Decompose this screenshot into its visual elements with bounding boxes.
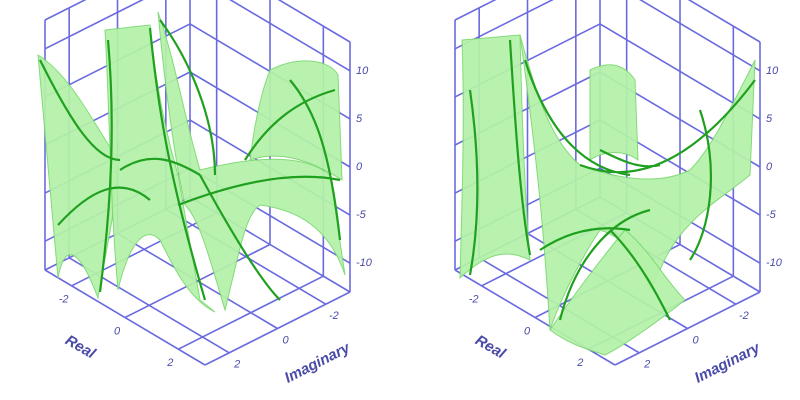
z-tick-label: 5: [356, 113, 363, 125]
z-tick-label: 10: [356, 65, 369, 77]
wall-grid-line: [44, 0, 144, 50]
surface-sheet: [37, 54, 119, 300]
y-tick-label: -2: [739, 310, 749, 322]
floor-grid-line: [165, 208, 327, 305]
surface: [459, 34, 756, 356]
surface-sheet: [549, 229, 686, 356]
y-tick-label: 2: [233, 359, 240, 371]
y-tick-label: 0: [692, 334, 699, 346]
x-axis-label: Real: [62, 332, 99, 363]
z-tick-label: 5: [766, 113, 773, 125]
y-tick-label: 2: [643, 359, 650, 371]
panel: [37, 0, 351, 366]
wall-grid-line: [229, 0, 351, 72]
surface-sheet: [459, 34, 531, 280]
surface-sheet: [589, 64, 639, 162]
surface: [37, 11, 346, 313]
y-tick-label: 0: [282, 334, 289, 346]
z-tick-label: -10: [766, 257, 783, 269]
y-axis-label: Imaginary: [692, 339, 763, 387]
x-tick-label: 2: [576, 357, 583, 369]
wall-grid-line: [639, 0, 761, 72]
z-tick-label: -10: [356, 257, 373, 269]
z-tick-label: -5: [766, 209, 777, 221]
surface-sheet: [249, 60, 343, 181]
floor-grid-line: [117, 232, 278, 330]
surface-sheet: [157, 11, 346, 312]
x-tick-label: 0: [524, 325, 531, 337]
x-tick-label: -2: [469, 294, 479, 306]
x-tick-label: 0: [114, 325, 121, 337]
panel: [454, 0, 761, 366]
y-tick-label: -2: [329, 310, 339, 322]
x-tick-label: 2: [166, 357, 173, 369]
z-tick-label: 0: [356, 161, 363, 173]
surface-curve: [468, 39, 756, 321]
z-tick-label: -5: [356, 209, 367, 221]
x-axis-label: Real: [472, 332, 509, 363]
y-axis-label: Imaginary: [282, 339, 353, 387]
x-tick-label: -2: [59, 294, 69, 306]
surface-curve: [39, 19, 342, 301]
z-tick-label: 10: [766, 65, 779, 77]
z-tick-label: 0: [766, 161, 773, 173]
wall-grid-line: [454, 0, 554, 50]
